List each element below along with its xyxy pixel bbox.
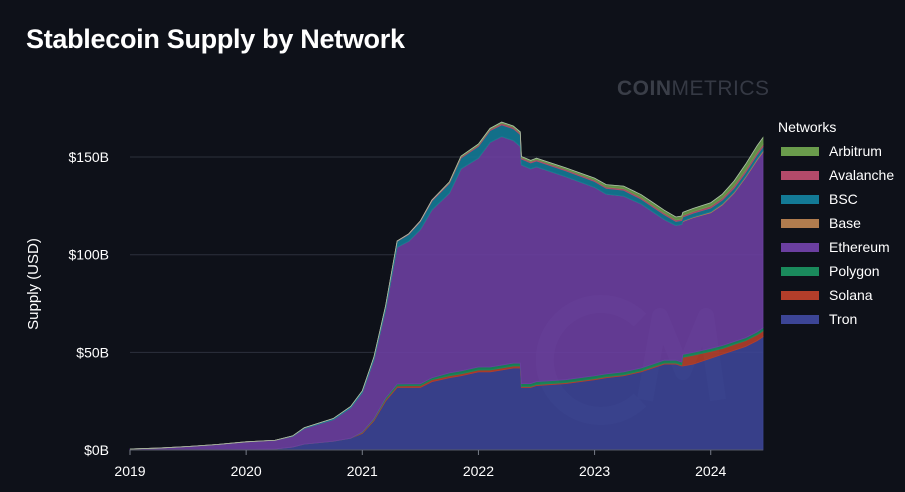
legend-label: Avalanche bbox=[829, 167, 895, 183]
legend-item-bsc[interactable]: BSC bbox=[778, 187, 894, 211]
legend-item-tron[interactable]: Tron bbox=[778, 307, 894, 331]
legend-title: Networks bbox=[778, 119, 837, 135]
legend-item-avalanche[interactable]: Avalanche bbox=[778, 163, 894, 187]
legend-items: Arbitrum Avalanche BSC Base Ethereum Polygon S… bbox=[778, 139, 894, 331]
legend-item-solana[interactable]: Solana bbox=[778, 283, 894, 307]
y-tick-label: $100B bbox=[69, 247, 109, 263]
legend-swatch bbox=[781, 146, 819, 156]
x-tick-label: 2019 bbox=[114, 463, 145, 479]
legend-swatch bbox=[781, 218, 819, 228]
x-tick-label: 2020 bbox=[231, 463, 262, 479]
legend-label: Polygon bbox=[829, 263, 880, 279]
legend-swatch bbox=[781, 290, 819, 300]
coinmetrics-watermark: COINMETRICS bbox=[617, 77, 770, 101]
legend: Networks Arbitrum Avalanche BSC Base Ethereu… bbox=[778, 119, 894, 331]
y-tick-label: $0B bbox=[84, 442, 109, 458]
legend-item-polygon[interactable]: Polygon bbox=[778, 259, 894, 283]
total-outline bbox=[129, 121, 764, 450]
legend-item-base[interactable]: Base bbox=[778, 211, 894, 235]
x-tick-label: 2024 bbox=[695, 463, 726, 479]
legend-item-ethereum[interactable]: Ethereum bbox=[778, 235, 894, 259]
legend-swatch bbox=[781, 170, 819, 180]
watermark-metrics: METRICS bbox=[671, 77, 770, 100]
legend-label: Arbitrum bbox=[829, 143, 882, 159]
axes: $0B $50B $100B $150B 2019 2020 2021 2022 2023 202… bbox=[69, 149, 763, 479]
y-tick-label: $50B bbox=[76, 344, 109, 360]
x-tick-label: 2022 bbox=[463, 463, 494, 479]
legend-label: Solana bbox=[829, 287, 873, 303]
x-tick-label: 2023 bbox=[579, 463, 610, 479]
legend-swatch bbox=[781, 266, 819, 276]
y-tick-label: $150B bbox=[69, 149, 109, 165]
legend-swatch bbox=[781, 314, 819, 324]
area-series bbox=[129, 121, 764, 451]
legend-swatch bbox=[781, 194, 819, 204]
x-tick-label: 2021 bbox=[347, 463, 378, 479]
legend-label: BSC bbox=[829, 191, 858, 207]
legend-label: Tron bbox=[829, 311, 858, 327]
y-axis-label: Supply (USD) bbox=[25, 238, 42, 330]
legend-item-arbitrum[interactable]: Arbitrum bbox=[778, 139, 894, 163]
legend-label: Ethereum bbox=[829, 239, 890, 255]
legend-label: Base bbox=[829, 215, 861, 231]
chart-title: Stablecoin Supply by Network bbox=[26, 24, 405, 54]
legend-swatch bbox=[781, 242, 819, 252]
watermark-coin: COIN bbox=[617, 77, 672, 100]
